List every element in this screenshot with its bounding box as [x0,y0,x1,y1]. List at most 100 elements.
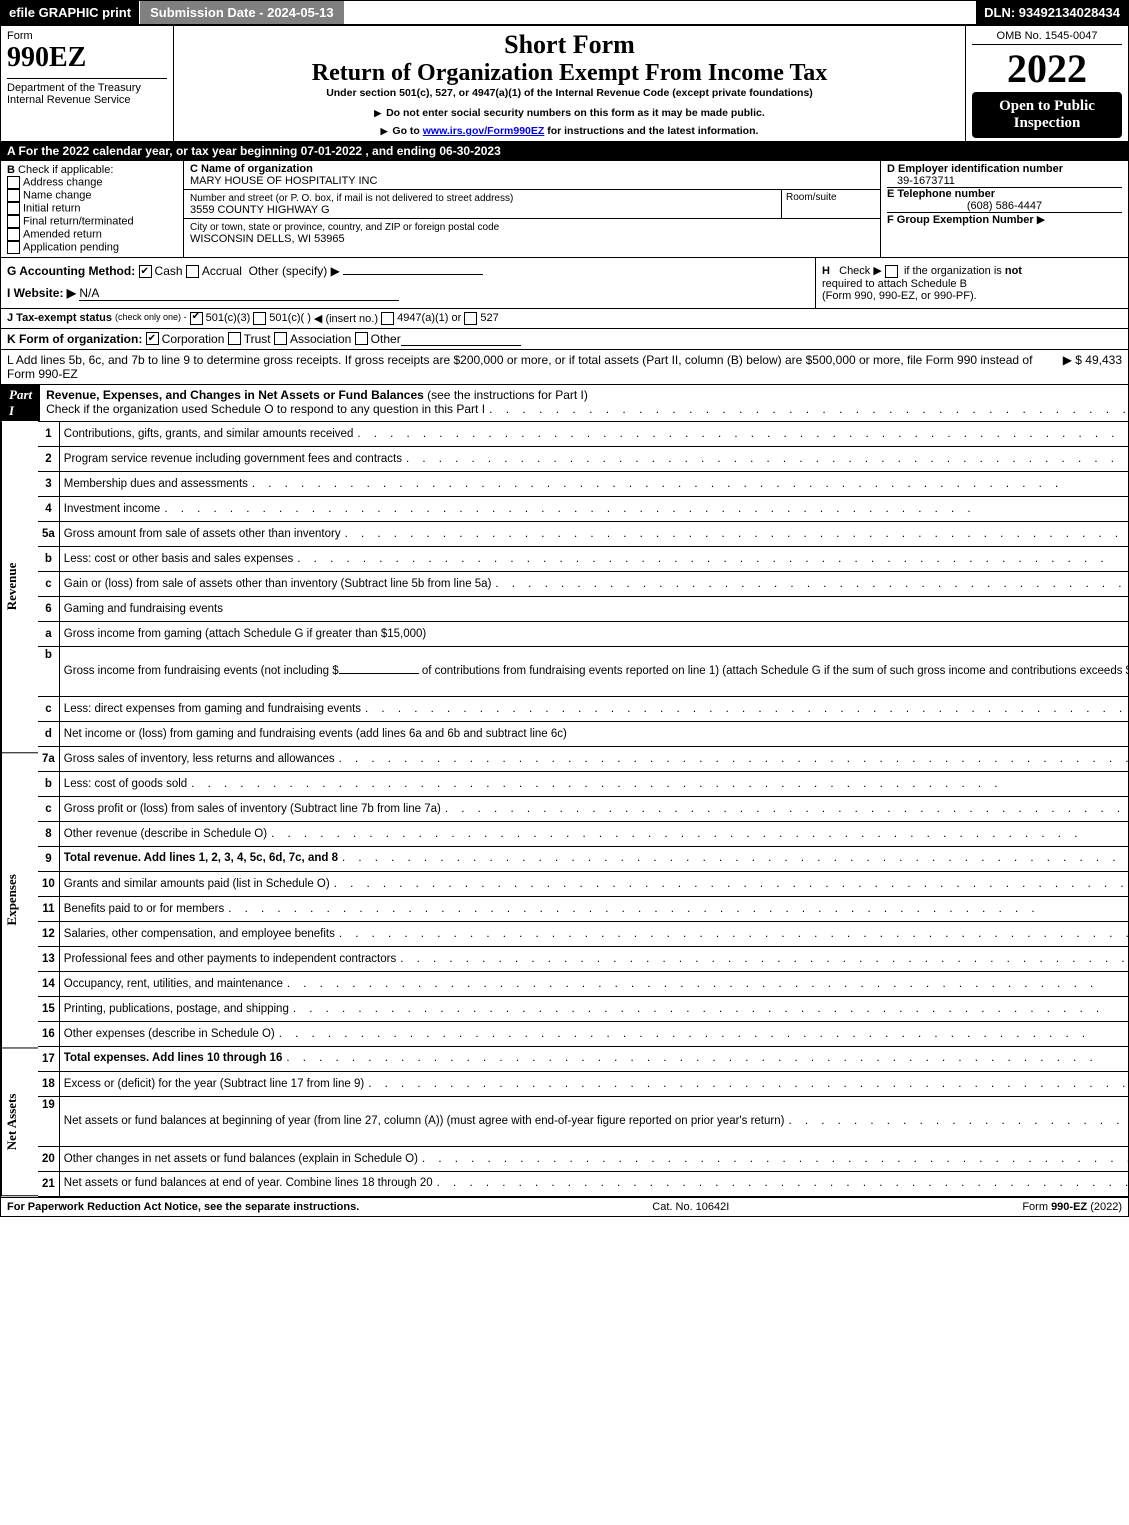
ld: Grants and similar amounts paid (list in… [64,878,330,890]
ld: Program service revenue including govern… [64,453,402,465]
efile-print-link[interactable]: efile GRAPHIC print [1,1,139,24]
checkbox-schedule-b[interactable] [885,265,898,278]
checkbox-assoc[interactable] [274,332,287,345]
ln: 5a [38,521,59,546]
footer-right-post: (2022) [1087,1201,1122,1213]
checkbox-cash[interactable] [139,265,152,278]
dot-fill [495,578,1129,590]
dot-fill [445,803,1129,815]
ln: 1 [38,421,59,446]
vert-revenue: Revenue [1,421,38,753]
other-specify-input[interactable] [343,274,483,275]
org-city: WISCONSIN DELLS, WI 53965 [190,233,345,245]
ln: c [38,696,59,721]
checkbox-application-pending[interactable] [7,241,20,254]
line-6b: bGross income from fundraising events (n… [38,646,1129,671]
row-j: J Tax-exempt status (check only one) - 5… [1,308,1128,328]
addr-label: Number and street (or P. O. box, if mail… [190,193,513,204]
opt-assoc: Association [290,332,351,346]
other-org-input[interactable] [401,332,521,346]
arrow-icon [381,125,390,137]
ld: Other expenses (describe in Schedule O) [64,1028,275,1040]
ln: 15 [38,996,59,1021]
part-i-body: Revenue Expenses Net Assets 1Contributio… [1,421,1128,1197]
opt-name-change: Name change [23,189,92,201]
dot-fill [252,478,1129,490]
footer-right-form: 990-EZ [1051,1201,1087,1213]
form-number: 990EZ [7,42,167,74]
ld: Membership dues and assessments [64,478,248,490]
ld1: Gross income from fundraising events (no… [64,665,339,677]
ln: 7a [38,746,59,771]
footer-right: Form 990-EZ (2022) [1022,1201,1122,1213]
line-14: 14Occupancy, rent, utilities, and mainte… [38,971,1129,996]
checkbox-amended-return[interactable] [7,228,20,241]
line-6: 6Gaming and fundraising events [38,596,1129,621]
ld: Other revenue (describe in Schedule O) [64,828,267,840]
top-bar-spacer [345,1,977,24]
ld: Total expenses. Add lines 10 through 16 [64,1052,283,1066]
opt-initial-return: Initial return [23,202,80,214]
ln: 16 [38,1021,59,1046]
checkbox-initial-return[interactable] [7,202,20,215]
line-6a: aGross income from gaming (attach Schedu… [38,621,1129,646]
part-i-header: Part I Revenue, Expenses, and Changes in… [1,384,1128,421]
ld: Excess or (deficit) for the year (Subtra… [64,1078,364,1090]
checkbox-final-return[interactable] [7,215,20,228]
ln: 11 [38,896,59,921]
line-5a: 5aGross amount from sale of assets other… [38,521,1129,546]
group-label: F Group Exemption Number [887,214,1034,226]
ld: Less: cost or other basis and sales expe… [64,553,294,565]
ld: Net assets or fund balances at end of ye… [64,1177,433,1191]
checkbox-501c[interactable] [253,312,266,325]
ln: 20 [38,1146,59,1171]
ld: Total revenue. Add lines 1, 2, 3, 4, 5c,… [64,852,338,866]
tax-year: 2022 [972,45,1122,92]
dot-fill [437,1177,1129,1191]
ln: c [38,571,59,596]
ln: 10 [38,871,59,896]
h-check: Check ▶ [839,265,882,277]
checkbox-accrual[interactable] [186,265,199,278]
checkbox-527[interactable] [464,312,477,325]
line-16: 16 Other expenses (describe in Schedule O… [38,1021,1129,1046]
ein-label: D Employer identification number [887,163,1063,175]
dln: DLN: 93492134028434 [976,1,1128,24]
opt-corp: Corporation [162,332,225,346]
checkbox-501c3[interactable] [190,312,203,325]
checkbox-4947[interactable] [381,312,394,325]
g-label: G Accounting Method: [7,264,135,278]
checkbox-name-change[interactable] [7,189,20,202]
checkbox-address-change[interactable] [7,176,20,189]
line-8: 8Other revenue (describe in Schedule O)8 [38,821,1129,846]
dot-fill [489,402,1129,416]
ln: b [38,771,59,796]
line-6c: cLess: direct expenses from gaming and f… [38,696,1129,721]
top-bar: efile GRAPHIC print Submission Date - 20… [1,1,1128,26]
subtitle: Under section 501(c), 527, or 4947(a)(1)… [184,87,955,99]
line-7a: 7aGross sales of inventory, less returns… [38,746,1129,771]
c-name-label: C Name of organization [190,163,313,175]
irs-link[interactable]: www.irs.gov/Form990EZ [423,125,545,137]
ssn-warning: Do not enter social security numbers on … [386,107,765,119]
b-prefix: B [7,164,15,176]
ln: 21 [38,1171,59,1196]
dot-fill [293,1003,1129,1015]
checkbox-other-org[interactable] [355,332,368,345]
6b-amount-input[interactable] [339,673,419,674]
ld: Investment income [64,503,161,515]
ln: 17 [38,1046,59,1071]
col-b-checkboxes: B Check if applicable: Address change Na… [1,161,184,257]
ld: Gain or (loss) from sale of assets other… [64,578,492,590]
dot-fill [406,453,1129,465]
opt-cash: Cash [155,264,183,278]
l-amount: $ 49,433 [1075,353,1122,367]
line-3: 3Membership dues and assessments3 [38,471,1129,496]
line-19: 19Net assets or fund balances at beginni… [38,1096,1129,1121]
tel-label: E Telephone number [887,188,995,200]
checkbox-trust[interactable] [228,332,241,345]
vert-expenses: Expenses [1,753,38,1048]
ld: Occupancy, rent, utilities, and maintena… [64,978,283,990]
dot-fill [342,852,1129,866]
checkbox-corp[interactable] [146,332,159,345]
